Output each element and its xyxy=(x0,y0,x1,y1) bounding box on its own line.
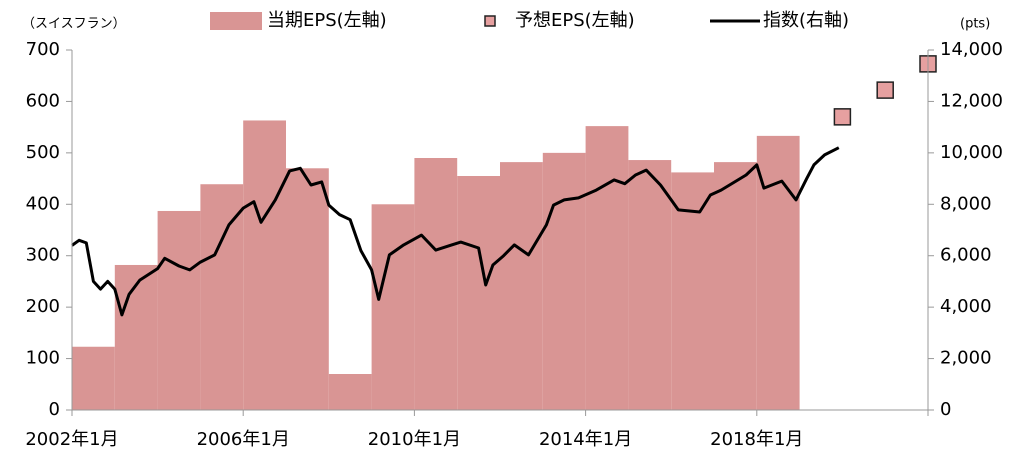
x-tick-label: 2010年1月 xyxy=(368,429,461,450)
eps-bar xyxy=(756,135,800,410)
forecast-marker xyxy=(833,108,852,126)
eps-bar xyxy=(157,210,201,410)
x-tick-label: 2006年1月 xyxy=(197,429,290,450)
eps-bar xyxy=(243,120,286,410)
y2-tick-label: 0 xyxy=(940,399,951,420)
y-tick-label: 100 xyxy=(26,348,60,369)
legend-label: 指数(右軸) xyxy=(763,10,849,31)
eps-bar xyxy=(414,158,458,410)
eps-bar xyxy=(585,126,629,410)
x-tick-label: 2002年1月 xyxy=(25,429,118,450)
y2-tick-label: 2,000 xyxy=(940,348,992,369)
y-axis-unit: （スイスフラン） xyxy=(22,17,126,32)
eps-bar xyxy=(371,204,415,410)
y2-tick-label: 8,000 xyxy=(940,193,992,214)
eps-bar xyxy=(114,264,158,410)
y-tick-label: 500 xyxy=(26,142,60,163)
eps-bar xyxy=(542,152,586,410)
legend-swatch xyxy=(210,12,262,30)
y-tick-label: 700 xyxy=(26,39,60,60)
y2-tick-label: 14,000 xyxy=(940,39,1003,60)
x-tick-label: 2014年1月 xyxy=(539,429,632,450)
y-tick-label: 300 xyxy=(26,245,60,266)
x-tick-label: 2018年1月 xyxy=(710,429,803,450)
y2-axis-unit: (pts) xyxy=(960,17,990,32)
legend-swatch xyxy=(484,15,496,27)
y2-tick-label: 10,000 xyxy=(940,142,1003,163)
forecast-marker xyxy=(876,81,894,99)
eps-bar xyxy=(628,160,672,410)
y2-tick-label: 6,000 xyxy=(940,245,992,266)
eps-bar xyxy=(457,176,500,410)
y-tick-label: 200 xyxy=(26,296,60,317)
y-tick-label: 0 xyxy=(49,399,60,420)
legend-label: 予想EPS(左軸) xyxy=(515,10,635,31)
eps-bar xyxy=(714,162,757,410)
y-tick-label: 400 xyxy=(26,193,60,214)
legend-label: 当期EPS(左軸) xyxy=(267,10,387,31)
y2-tick-label: 4,000 xyxy=(940,296,992,317)
eps-bar xyxy=(72,346,115,410)
eps-bar xyxy=(200,184,244,410)
index-line xyxy=(71,146,840,317)
eps-bar xyxy=(500,162,543,410)
eps-bar xyxy=(328,374,372,410)
y2-tick-label: 12,000 xyxy=(940,90,1003,111)
y-tick-label: 600 xyxy=(26,90,60,111)
eps-bar xyxy=(286,168,329,410)
